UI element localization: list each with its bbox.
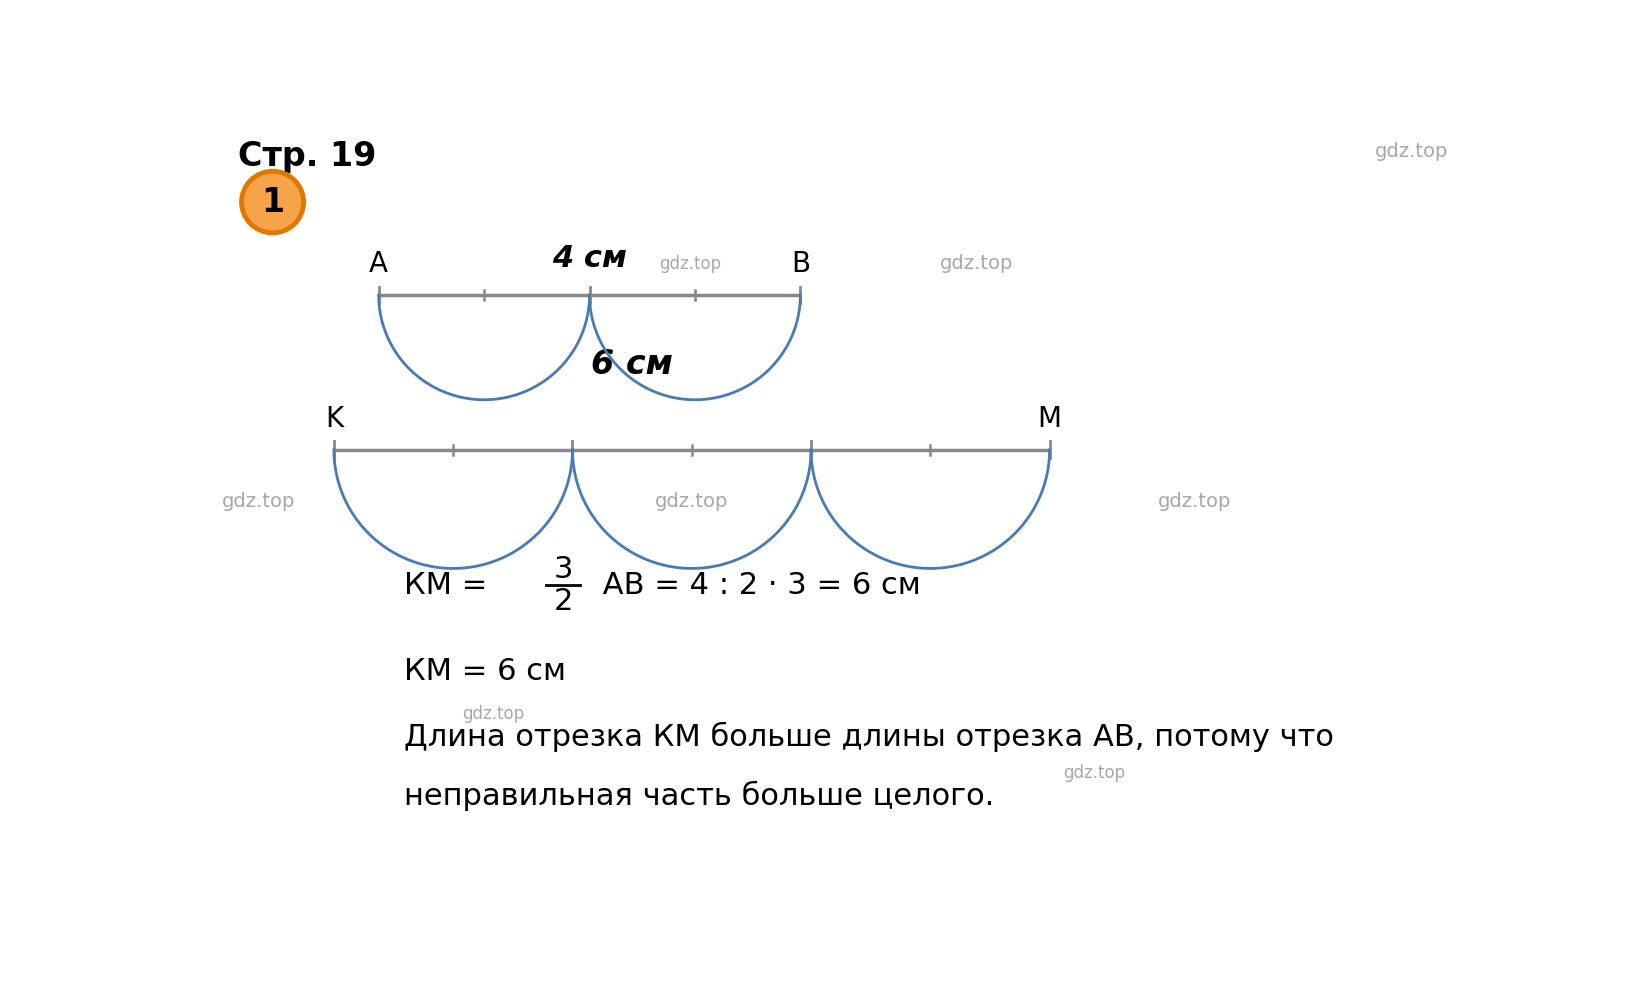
Text: gdz.top: gdz.top <box>221 492 295 511</box>
Text: gdz.top: gdz.top <box>654 492 728 511</box>
Text: Стр. 19: Стр. 19 <box>237 140 376 173</box>
Text: M: M <box>1037 405 1061 433</box>
Text: 1: 1 <box>260 185 283 218</box>
Text: B: B <box>791 250 809 278</box>
Text: АВ = 4 : 2 · 3 = 6 см: АВ = 4 : 2 · 3 = 6 см <box>592 571 920 600</box>
Text: gdz.top: gdz.top <box>1063 765 1124 782</box>
Text: gdz.top: gdz.top <box>1374 143 1447 161</box>
Text: КМ =: КМ = <box>404 571 498 600</box>
Text: 6 см: 6 см <box>590 348 672 381</box>
Text: 3: 3 <box>554 555 572 583</box>
Text: gdz.top: gdz.top <box>461 705 524 723</box>
Text: КМ = 6 см: КМ = 6 см <box>404 657 565 685</box>
Text: A: A <box>369 250 387 278</box>
Text: 4 см: 4 см <box>552 244 626 274</box>
Text: gdz.top: gdz.top <box>1157 492 1231 511</box>
Text: Длина отрезка КМ больше длины отрезка АВ, потому что: Длина отрезка КМ больше длины отрезка АВ… <box>404 721 1333 752</box>
Text: gdz.top: gdz.top <box>939 255 1012 274</box>
Circle shape <box>242 171 303 232</box>
Text: K: K <box>325 405 343 433</box>
Text: 2: 2 <box>554 588 572 616</box>
Text: неправильная часть больше целого.: неправильная часть больше целого. <box>404 781 994 811</box>
Text: gdz.top: gdz.top <box>659 256 720 274</box>
